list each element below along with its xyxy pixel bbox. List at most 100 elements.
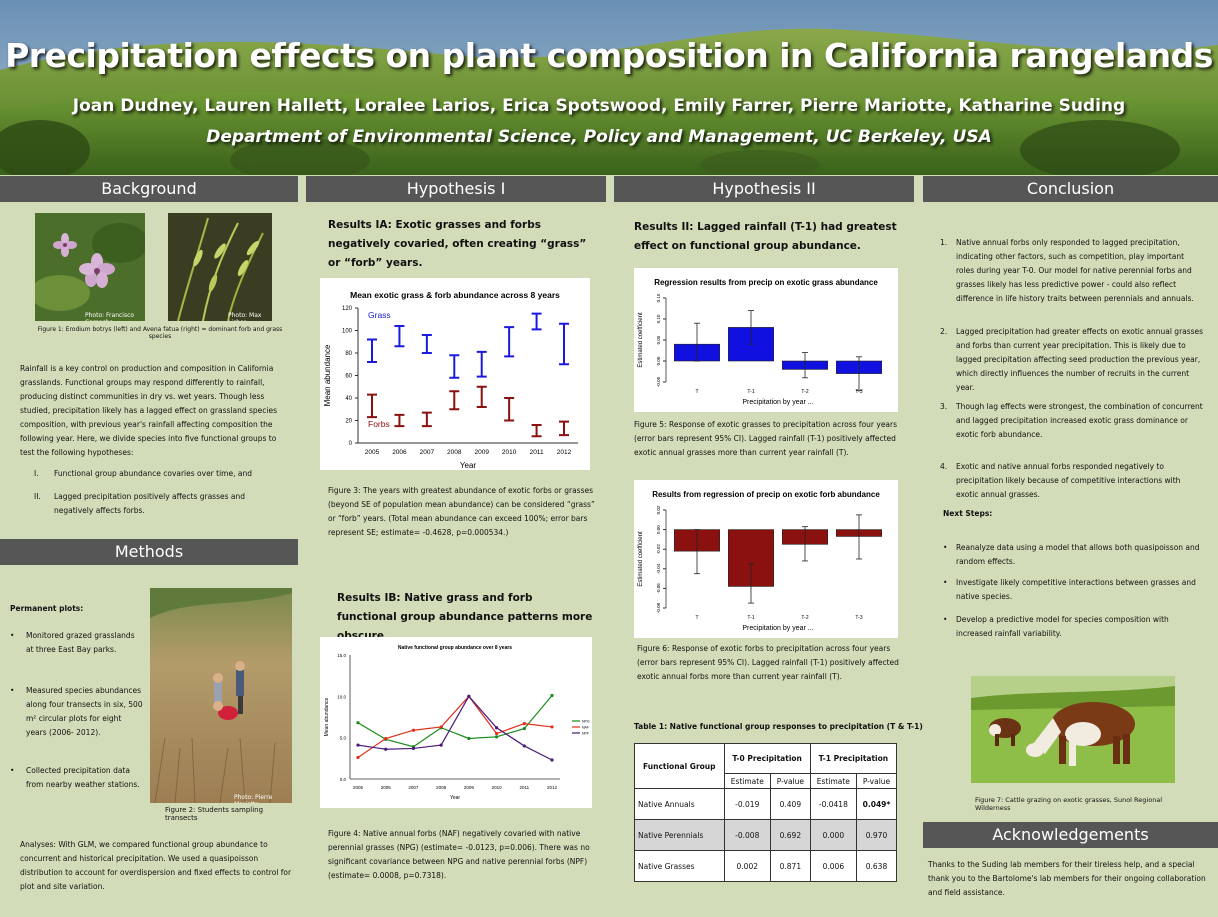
- x-tick-label: T-3: [855, 615, 862, 621]
- native-response-table: Functional Group T-0 Precipitation T-1 P…: [634, 743, 898, 882]
- y-tick-label: 60: [345, 374, 352, 380]
- series-line: [357, 695, 553, 748]
- section-header-background: Background: [0, 176, 298, 202]
- section-header-conclusion: Conclusion: [923, 176, 1218, 202]
- table-1-title: Table 1: Native functional group respons…: [634, 722, 923, 731]
- y-tick-label: 5.0: [340, 736, 347, 741]
- next-step-item: Develop a predictive model for species c…: [956, 615, 1169, 638]
- section-header-methods: Methods: [0, 539, 298, 565]
- data-point: [522, 726, 526, 731]
- data-point: [522, 722, 526, 726]
- x-tick-label: T-2: [801, 389, 808, 395]
- series-label: Forbs: [368, 419, 390, 429]
- table-subheader-pvalue: P-value: [856, 773, 897, 789]
- y-tick-label: 80: [345, 351, 352, 357]
- x-tick-label: 2008: [436, 785, 447, 790]
- series-line: [357, 695, 553, 759]
- figure-4-caption: Figure 4: Native annual forbs (NAF) nega…: [328, 829, 590, 880]
- x-tick-label: 2009: [464, 785, 475, 790]
- y-tick-label: 0.0: [340, 777, 347, 782]
- section-header-acknowledgements: Acknowledgements: [923, 822, 1218, 848]
- photo-credit: Photo: Francisco Camacho: [85, 312, 135, 321]
- hypothesis-1-text: Functional group abundance covaries over…: [54, 469, 252, 478]
- rangeland-landscape-image: [0, 0, 1218, 175]
- series-line: [357, 695, 553, 761]
- y-tick-label: -0.04: [656, 563, 661, 574]
- y-axis-label: Estimated coefficient: [638, 531, 644, 587]
- methods-bullet: Monitored grazed grasslands at three Eas…: [26, 631, 135, 654]
- x-tick-label: T: [695, 389, 698, 395]
- table-cell-group: Native Perennials: [634, 819, 725, 851]
- data-point: [467, 736, 471, 741]
- x-tick-label: T-3: [855, 389, 862, 395]
- x-tick-label: 2012: [547, 785, 558, 790]
- photo-credit: Photo: Pierre Mariotte: [234, 794, 273, 803]
- table-cell: -0.019: [723, 788, 771, 820]
- table-cell: 0.871: [769, 850, 811, 882]
- y-tick-label: -0.06: [656, 583, 661, 594]
- figure-7-caption: Figure 7: Cattle grazing on exotic grass…: [975, 796, 1163, 812]
- photo-credit: Photo: Max Licher: [228, 312, 262, 321]
- section-header-hypothesis-2: Hypothesis II: [614, 176, 914, 202]
- authors: Joan Dudney, Lauren Hallett, Loralee Lar…: [72, 96, 1126, 116]
- x-axis-label: Year: [460, 461, 477, 470]
- data-point: [439, 743, 443, 747]
- x-tick-label: T-1: [747, 389, 754, 395]
- table-cell: 0.692: [769, 819, 811, 851]
- table-row: Native Annuals -0.019 0.409 -0.0418 0.04…: [634, 788, 897, 820]
- figure-3-chart: Mean exotic grass & forb abundance acros…: [320, 278, 590, 470]
- y-tick-label: 0: [349, 441, 353, 447]
- department: Department of Environmental Science, Pol…: [206, 127, 992, 147]
- table-cell-group: Native Annuals: [634, 788, 725, 820]
- data-point: [550, 758, 554, 762]
- bullet-dot: •: [10, 631, 15, 640]
- y-tick-label: 0.02: [656, 505, 661, 514]
- table-cell: -0.0418: [809, 788, 858, 820]
- x-axis-label: Precipitation by year ...: [742, 399, 813, 406]
- table-header-t1: T-1 Precipitation: [809, 743, 898, 774]
- table-header-t0: T-0 Precipitation: [723, 743, 811, 774]
- x-tick-label: 2005: [365, 449, 380, 456]
- poster-title: Precipitation effects on plant compositi…: [5, 36, 1213, 75]
- bullet-dot: •: [943, 615, 948, 624]
- data-point: [550, 725, 554, 729]
- y-axis-label: Mean abundance: [324, 697, 330, 736]
- data-point: [522, 744, 526, 748]
- series-label: Grass: [368, 310, 391, 320]
- data-point: [550, 693, 554, 698]
- x-tick-label: 2006: [392, 449, 407, 456]
- data-point: [494, 735, 499, 739]
- y-tick-label: 120: [342, 306, 353, 312]
- chart-title: Results from regression of precip on exo…: [652, 490, 880, 499]
- table-cell: 0.970: [856, 819, 897, 851]
- x-tick-label: 2008: [447, 449, 462, 456]
- figure-1-caption: Figure 1: Erodium botrys (left) and Aven…: [37, 326, 283, 340]
- acknowledgements-text: Thanks to the Suding lab members for the…: [928, 860, 1206, 897]
- header-banner: Precipitation effects on plant compositi…: [0, 0, 1218, 175]
- x-tick-label: 2010: [502, 449, 517, 456]
- data-point: [411, 746, 416, 751]
- table-row: Native Grasses 0.002 0.871 0.006 0.638: [634, 850, 897, 882]
- x-tick-label: 2011: [530, 449, 544, 456]
- figure-5-chart: Regression results from precip on exotic…: [634, 268, 898, 412]
- x-tick-label: 2006: [381, 785, 392, 790]
- table-cell: 0.000: [809, 819, 858, 851]
- chart-title: Native functional group abundance over 8…: [398, 645, 512, 651]
- permanent-plots-label: Permanent plots:: [10, 604, 84, 613]
- y-tick-label: 0.10: [656, 314, 661, 323]
- bullet-dot: •: [943, 578, 948, 587]
- avena-fatua-photo: Photo: Max Licher: [168, 213, 272, 321]
- hypothesis-2-text: Lagged precipitation positively affects …: [54, 492, 246, 515]
- bullet-dot: •: [943, 543, 948, 552]
- x-axis-label: Precipitation by year ...: [742, 625, 813, 632]
- data-point: [384, 736, 388, 741]
- x-tick-label: 2005: [353, 785, 364, 790]
- forb-regression-plot: Results from regression of precip on exo…: [638, 490, 882, 632]
- table-cell-group: Native Grasses: [634, 850, 725, 882]
- x-tick-label: 2009: [474, 449, 489, 456]
- y-tick-label: -0.05: [656, 376, 661, 387]
- analyses-text: Analyses: With GLM, we compared function…: [20, 840, 292, 891]
- figure-2-caption: Figure 2: Students sampling transects: [165, 806, 264, 822]
- y-tick-label: 0.00: [656, 525, 661, 534]
- figure-3-caption: Figure 3: The years with greatest abunda…: [328, 486, 595, 537]
